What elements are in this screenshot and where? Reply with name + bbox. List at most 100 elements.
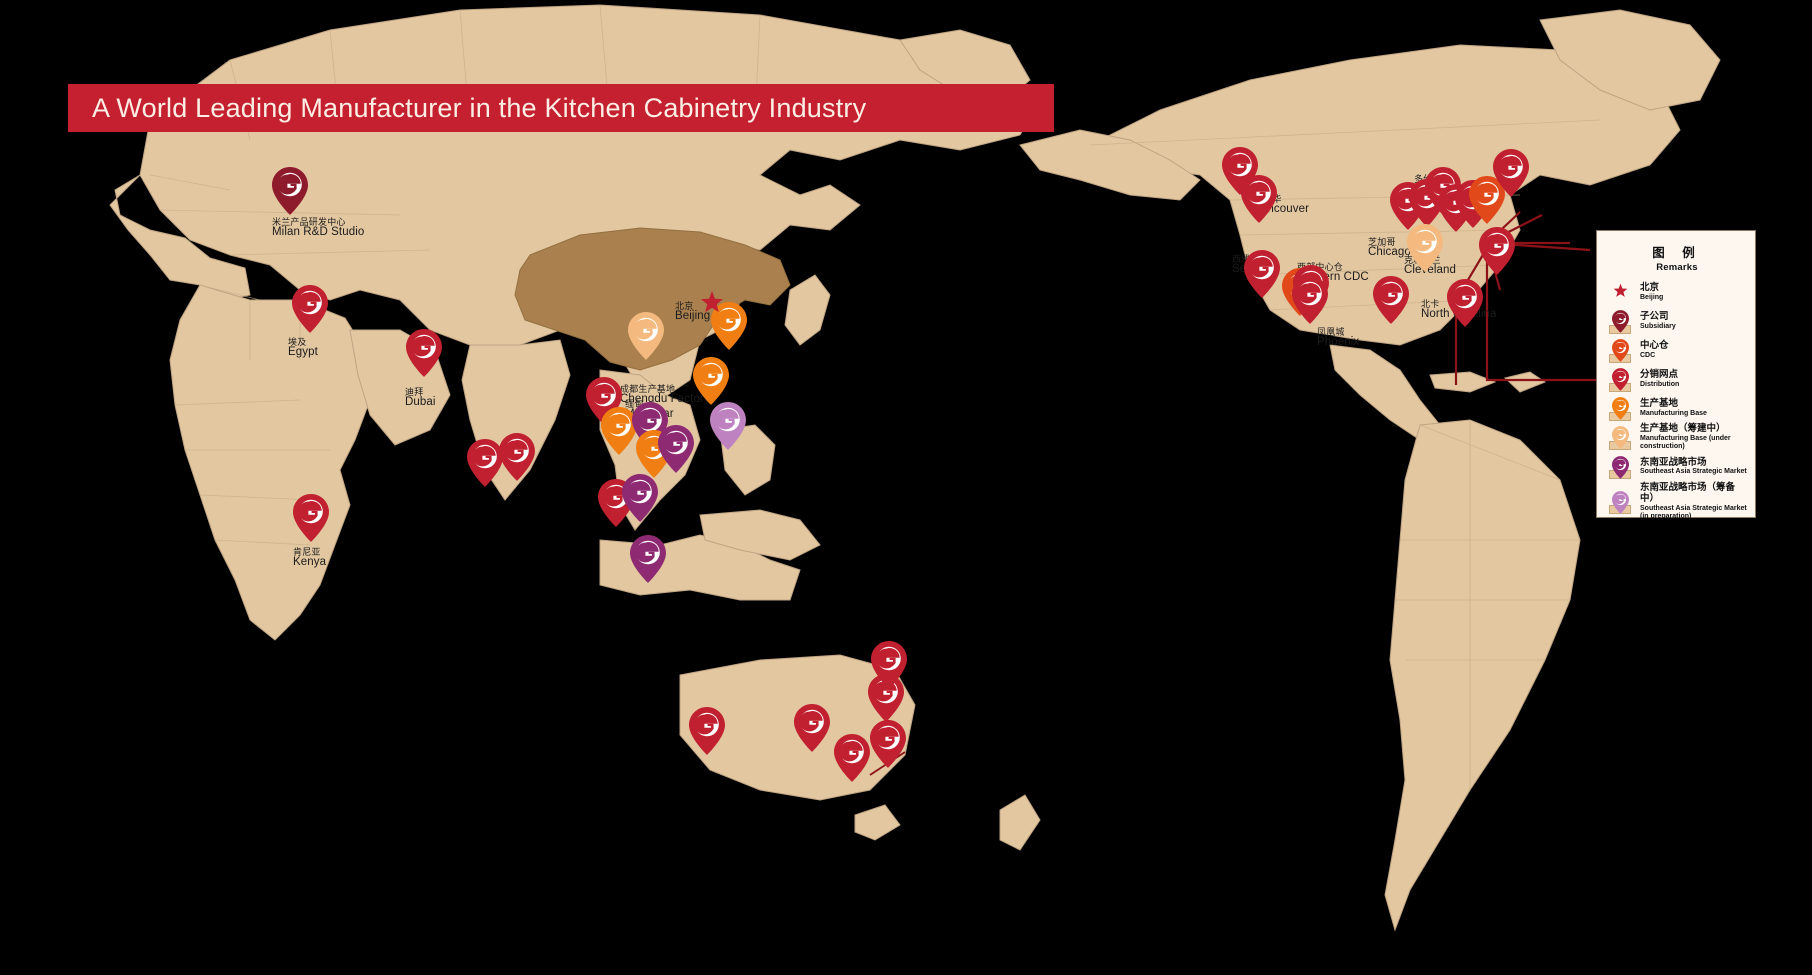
pin-manufacturing-icon: G: [1605, 396, 1635, 422]
legend-item-label-cn: 东南亚战略市场: [1640, 456, 1707, 468]
star-icon: [1605, 283, 1635, 303]
svg-text:G: G: [282, 175, 298, 197]
svg-text:G: G: [720, 410, 736, 432]
legend-item-label-en: Manufacturing Base: [1640, 409, 1707, 417]
pin-subsidiary-icon: G: [1605, 309, 1635, 335]
legend-item-pin-manufacturing-uc[interactable]: G 生产基地（筹建中） Manufacturing Base (under cons…: [1605, 423, 1749, 452]
svg-text:G: G: [303, 502, 319, 524]
pin-guangzhou-icon[interactable]: G: [693, 357, 729, 405]
pin-phoenix-b-icon[interactable]: G: [1292, 276, 1328, 324]
pin-shanghai-icon[interactable]: G: [711, 302, 747, 350]
legend-item-pin-subsidiary[interactable]: G 子公司 Subsidiary: [1605, 308, 1749, 335]
svg-text:G: G: [844, 742, 860, 764]
legend-item-pin-manufacturing[interactable]: G 生产基地 Manufacturing Base: [1605, 395, 1749, 422]
pin-indonesia-icon[interactable]: G: [630, 535, 666, 583]
svg-text:G: G: [477, 447, 493, 469]
pin-sea-market-prep-icon: G: [1605, 489, 1635, 515]
pin-malaysia-icon[interactable]: G: [598, 479, 634, 527]
legend-item-pin-sea-market-prep[interactable]: G 东南亚战略市场（筹备中） Southeast Asia Strategic Ma…: [1605, 481, 1749, 522]
pin-singapore-icon[interactable]: G: [622, 474, 658, 522]
svg-text:G: G: [699, 715, 715, 737]
pin-north-carolina-icon[interactable]: G: [1407, 224, 1443, 272]
legend-item-text: 子公司 Subsidiary: [1635, 310, 1676, 331]
legend-item-pin-distribution[interactable]: G 分销网点 Distribution: [1605, 366, 1749, 393]
svg-text:G: G: [509, 441, 525, 463]
legend-item-label-cn: 分销网点: [1640, 368, 1679, 380]
svg-text:G: G: [1503, 157, 1519, 179]
legend-item-text: 东南亚战略市场（筹备中） Southeast Asia Strategic Mar…: [1635, 481, 1749, 522]
svg-text:G: G: [611, 415, 627, 437]
svg-text:G: G: [1616, 430, 1623, 441]
legend-title-cn: 图 例: [1652, 246, 1702, 260]
svg-text:G: G: [668, 433, 684, 455]
svg-text:G: G: [596, 385, 612, 407]
legend-item-label-en: Beijing: [1640, 293, 1664, 301]
pin-sea-market-icon: G: [1605, 454, 1635, 480]
pin-newyork-icon[interactable]: G: [1493, 149, 1529, 197]
svg-text:G: G: [1616, 401, 1623, 412]
legend-item-label-cn: 东南亚战略市场（筹备中）: [1640, 481, 1736, 504]
pin-california-icon[interactable]: G: [1244, 250, 1280, 298]
legend-item-label-en: Subsidiary: [1640, 322, 1676, 330]
svg-text:G: G: [880, 728, 896, 750]
svg-text:G: G: [1616, 343, 1623, 354]
svg-text:G: G: [1254, 258, 1270, 280]
svg-text:G: G: [1479, 184, 1495, 206]
svg-text:G: G: [1616, 314, 1623, 325]
legend-item-star[interactable]: 北京 Beijing: [1605, 279, 1749, 306]
svg-text:G: G: [703, 365, 719, 387]
pin-aus-canberra-icon[interactable]: G: [870, 720, 906, 768]
svg-text:G: G: [1489, 235, 1505, 257]
pin-cdc-icon: G: [1605, 338, 1635, 364]
legend-panel: 图 例 Remarks 北京 Beijing G 子公司 Subsidiary G 中心仓 C…: [1596, 230, 1756, 521]
svg-text:G: G: [1616, 459, 1623, 470]
pin-aus-perth-icon[interactable]: G: [689, 707, 725, 755]
pin-aus-brisbane-icon[interactable]: G: [871, 641, 907, 689]
pin-milan-icon[interactable]: G: [272, 167, 308, 215]
svg-text:G: G: [608, 487, 624, 509]
pin-manufacturing-uc-icon: G: [1605, 425, 1635, 451]
legend-item-label-cn: 生产基地（筹建中）: [1640, 423, 1726, 434]
pin-india-east-icon[interactable]: G: [499, 433, 535, 481]
svg-text:G: G: [1616, 494, 1623, 505]
legend-item-label-en: Manufacturing Base (under construction): [1640, 434, 1731, 451]
svg-text:G: G: [1302, 284, 1318, 306]
pin-chengdu-icon[interactable]: G: [628, 312, 664, 360]
pin-florida-icon[interactable]: G: [1447, 279, 1483, 327]
pin-egypt-icon[interactable]: G: [292, 285, 328, 333]
pin-aus-melbourne-icon[interactable]: G: [834, 734, 870, 782]
legend-item-text: 中心仓 CDC: [1635, 339, 1669, 360]
legend-item-text: 东南亚战略市场 Southeast Asia Strategic Market: [1635, 456, 1747, 477]
pin-distribution-icon: G: [1605, 367, 1635, 393]
pin-philippines-icon[interactable]: G: [710, 402, 746, 450]
svg-text:G: G: [1417, 232, 1433, 254]
svg-text:G: G: [416, 337, 432, 359]
pin-seattle-icon[interactable]: G: [1241, 175, 1277, 223]
pin-aus-adelaide-icon[interactable]: G: [794, 704, 830, 752]
pin-newjersey-icon[interactable]: G: [1479, 227, 1515, 275]
svg-text:G: G: [632, 482, 648, 504]
pin-cambodia-icon[interactable]: G: [658, 425, 694, 473]
pin-thailand-icon[interactable]: G: [601, 407, 637, 455]
svg-text:G: G: [721, 310, 737, 332]
pin-india-west-icon[interactable]: G: [467, 439, 503, 487]
svg-text:G: G: [881, 649, 897, 671]
svg-text:G: G: [1251, 183, 1267, 205]
legend-item-pin-cdc[interactable]: G 中心仓 CDC: [1605, 337, 1749, 364]
svg-text:G: G: [642, 410, 658, 432]
title-banner: A World Leading Manufacturer in the Kitc…: [68, 84, 1054, 132]
legend-item-label-en: CDC: [1640, 351, 1656, 359]
pin-kenya-icon[interactable]: G: [293, 494, 329, 542]
legend-item-label-cn: 中心仓: [1640, 339, 1669, 351]
svg-text:G: G: [1232, 155, 1248, 177]
legend-item-pin-sea-market[interactable]: G 东南亚战略市场 Southeast Asia Strategic Market: [1605, 454, 1749, 481]
svg-text:G: G: [638, 320, 654, 342]
pin-texas-icon[interactable]: G: [1373, 276, 1409, 324]
legend-item-text: 分销网点 Distribution: [1635, 368, 1679, 389]
pin-dubai-icon[interactable]: G: [406, 329, 442, 377]
legend-item-text: 生产基地（筹建中） Manufacturing Base (under const…: [1635, 423, 1749, 452]
legend-item-label-cn: 子公司: [1640, 310, 1669, 322]
legend-rows: 北京 Beijing G 子公司 Subsidiary G 中心仓 CDC G 分销网点 Distr…: [1605, 279, 1749, 521]
legend-item-label-cn: 北京: [1640, 281, 1660, 293]
